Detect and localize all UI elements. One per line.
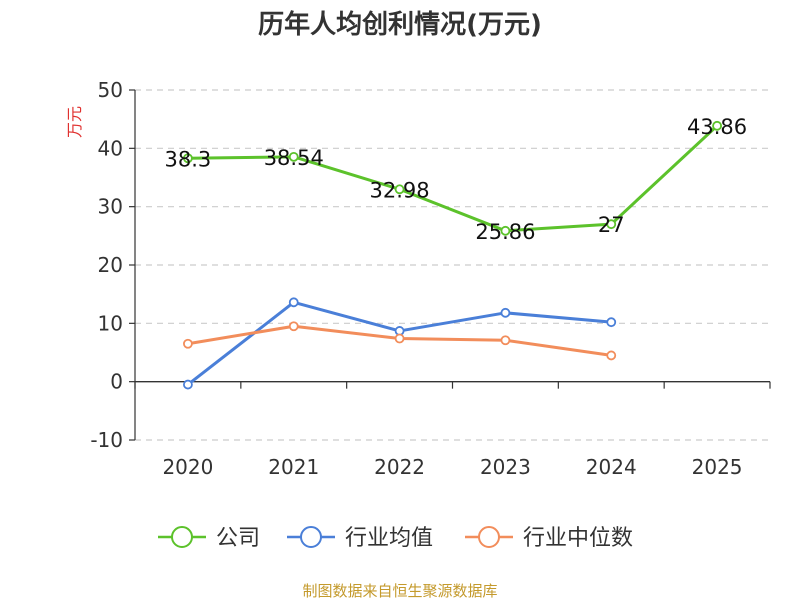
axes: -10 0 10 20 30 40 50 2020 2021 2022 2023 2024 2025 (90, 78, 771, 479)
data-point (394, 184, 405, 195)
y-tick-label: 0 (110, 370, 123, 394)
y-tick-label: 20 (98, 253, 123, 277)
data-label: 38.3 (165, 147, 212, 171)
source-note: 制图数据来自恒生聚源数据库 (302, 582, 497, 600)
grid (135, 89, 770, 441)
series-line-1 (186, 300, 612, 386)
data-point (183, 379, 193, 390)
series-line-0 (187, 124, 719, 233)
x-tick-label: 2023 (480, 455, 531, 479)
legend-label: 行业中位数 (523, 526, 633, 551)
x-tick-label: 2021 (268, 455, 319, 479)
x-tick-label: 2024 (586, 455, 637, 479)
data-label: 38.54 (264, 146, 324, 170)
x-tick-label: 2020 (162, 455, 213, 479)
data-label: 27 (598, 213, 625, 237)
legend-marker (478, 526, 500, 548)
data-label: 25.86 (475, 220, 535, 244)
data-point (288, 297, 299, 308)
data-labels: 38.3 38.54 32.98 25.86 27 43.86 (165, 115, 748, 244)
y-tick-label: 30 (98, 195, 123, 219)
data-point (606, 350, 617, 361)
y-tick-label: -10 (90, 428, 123, 452)
chart-title: 历年人均创利情况(万元) (258, 9, 542, 40)
series-group (183, 120, 722, 390)
x-tick-label: 2022 (374, 455, 425, 479)
data-point (183, 338, 193, 349)
data-label: 32.98 (370, 178, 430, 202)
legend-marker (300, 526, 322, 548)
legend-marker (171, 526, 193, 548)
data-point (606, 219, 617, 230)
y-tick-label: 40 (98, 136, 123, 160)
data-point (500, 335, 511, 346)
data-point (183, 153, 193, 164)
y-axis-label: 万元 (65, 106, 84, 138)
data-point (394, 333, 405, 344)
data-point (500, 225, 511, 236)
legend: 公司 行业均值 行业中位数 (158, 526, 633, 551)
data-point (288, 321, 299, 332)
data-point (500, 307, 511, 318)
legend-label: 行业均值 (345, 526, 433, 551)
data-point (288, 151, 299, 162)
legend-label: 公司 (216, 526, 260, 551)
data-point (606, 317, 617, 328)
y-tick-label: 10 (98, 311, 123, 335)
x-tick-label: 2025 (692, 455, 743, 479)
data-label: 43.86 (687, 115, 747, 139)
data-point (712, 120, 722, 131)
y-tick-label: 50 (98, 78, 123, 102)
